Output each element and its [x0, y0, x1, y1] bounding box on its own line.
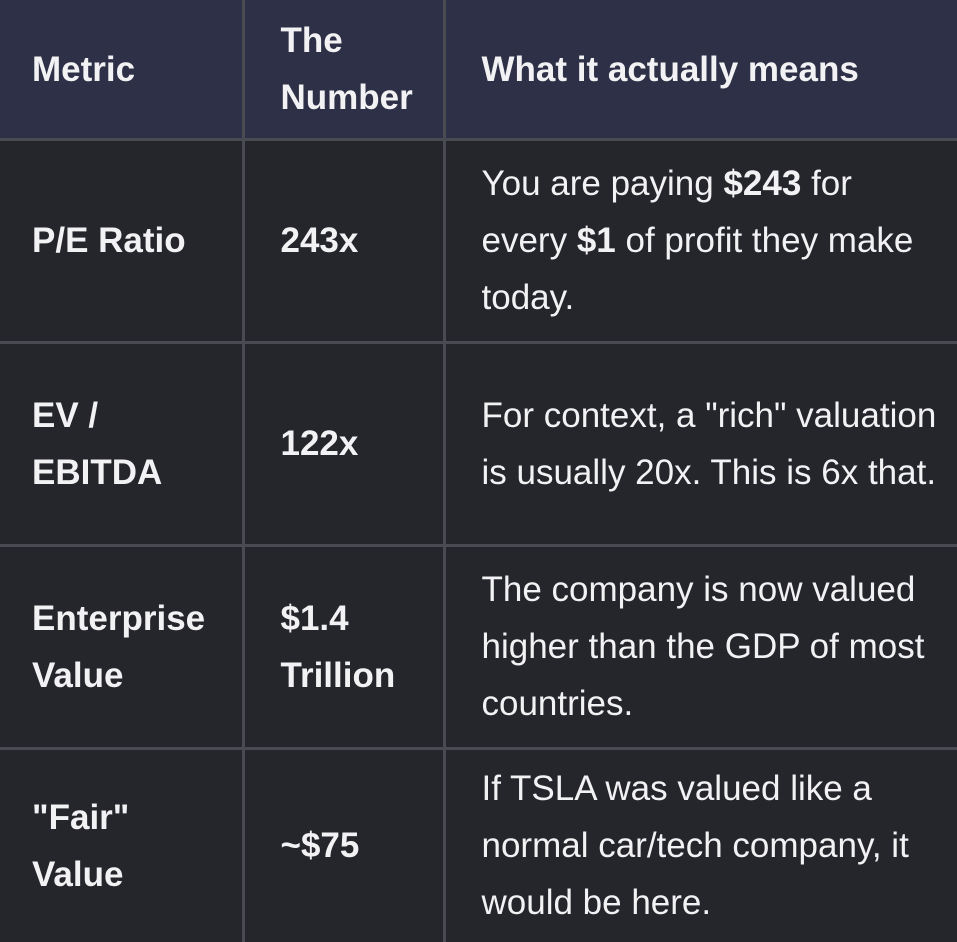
meaning-cell: The company is now valued higher than th…: [442, 543, 957, 750]
table-row: P/E Ratio 243x You are paying $243 for e…: [0, 138, 957, 344]
meaning-cell: If TSLA was valued like a normal car/tec…: [442, 746, 957, 942]
header-meaning: What it actually means: [442, 0, 957, 141]
header-row: Metric The Number What it actually means: [0, 0, 957, 141]
table-row: "Fair" Value ~$75 If TSLA was valued lik…: [0, 746, 957, 942]
metric-cell: "Fair" Value: [0, 746, 245, 942]
number-cell: ~$75: [241, 746, 446, 942]
table-row: EV / EBITDA 122x For context, a "rich" v…: [0, 340, 957, 547]
number-cell: $1.4 Trillion: [241, 543, 446, 750]
number-cell: 122x: [241, 340, 446, 547]
header-metric: Metric: [0, 0, 245, 141]
meaning-cell: For context, a "rich" valuation is usual…: [442, 340, 957, 547]
header-number: The Number: [241, 0, 446, 141]
table-row: Enterprise Value $1.4 Trillion The compa…: [0, 543, 957, 750]
metric-cell: EV / EBITDA: [0, 340, 245, 547]
number-cell: 243x: [241, 138, 446, 344]
metric-cell: P/E Ratio: [0, 138, 245, 344]
meaning-cell: You are paying $243 for every $1 of prof…: [442, 138, 957, 344]
metric-cell: Enterprise Value: [0, 543, 245, 750]
